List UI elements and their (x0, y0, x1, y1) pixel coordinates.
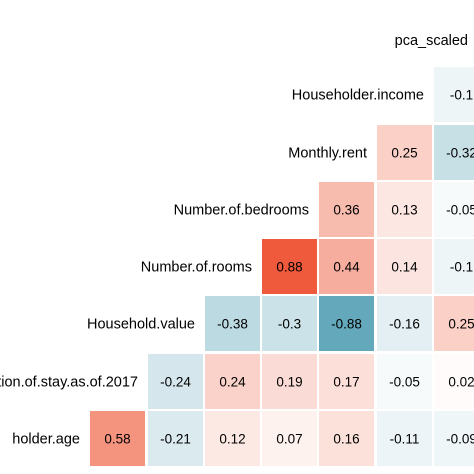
heatmap-cell (205, 354, 260, 409)
row-label: Monthly.rent (288, 146, 367, 162)
heatmap-cell (434, 67, 474, 122)
cell-value-label: -0.05 (389, 375, 420, 390)
heatmap-cell (319, 296, 374, 351)
row-label: Number.of.rooms (141, 260, 252, 276)
heatmap-cell (148, 354, 203, 409)
heatmap-cell (377, 296, 432, 351)
cell-value-label: -0.3 (278, 317, 301, 332)
cell-value-label: 0.58 (104, 432, 130, 447)
row-label: Household.value (87, 317, 195, 333)
heatmap-cell (377, 354, 432, 409)
heatmap-cell (262, 239, 317, 294)
heatmap-cells: -0.1 0.25 -0.32 0.36 0.13 -0.05 0.88 0.44 0.14 -0… (90, 67, 474, 466)
cell-value-label: -0.1 (450, 260, 473, 275)
heatmap-cell (434, 239, 474, 294)
heatmap-cell (434, 125, 474, 180)
heatmap-cell (262, 296, 317, 351)
heatmap-cell (148, 411, 203, 466)
cell-value-label: 0.13 (391, 203, 417, 218)
cell-value-label: -0.32 (446, 146, 474, 161)
heatmap-cell (377, 239, 432, 294)
cell-value-label: 0.88 (276, 260, 302, 275)
cell-value-label: 0.25 (448, 317, 474, 332)
heatmap-cell (319, 239, 374, 294)
heatmap-cell (377, 125, 432, 180)
cell-value-label: -0.21 (160, 432, 191, 447)
cell-value-label: 0.25 (391, 146, 417, 161)
cell-value-label: -0.1 (450, 88, 473, 103)
cell-value-label: 0.24 (219, 375, 246, 390)
cell-value-label: 0.16 (333, 432, 359, 447)
heatmap-cell (319, 182, 374, 237)
top-variable-label: pca_scaled (395, 33, 468, 49)
heatmap-cell (319, 411, 374, 466)
heatmap-cell (434, 182, 474, 237)
cell-value-label: 0.19 (276, 375, 302, 390)
heatmap-cell (262, 354, 317, 409)
heatmap-cell (205, 411, 260, 466)
heatmap-cell (434, 354, 474, 409)
cell-value-label: 0.07 (276, 432, 302, 447)
cell-value-label: -0.11 (390, 432, 420, 447)
cell-value-label: 0.17 (333, 375, 359, 390)
cell-value-label: 0.12 (219, 432, 245, 447)
cell-value-label: -0.16 (389, 317, 420, 332)
heatmap-cell (262, 411, 317, 466)
heatmap-cell (434, 296, 474, 351)
cell-value-label: 0.44 (333, 260, 360, 275)
row-label: Number.of.bedrooms (174, 203, 309, 219)
row-label: ation.of.stay.as.of.2017 (0, 375, 138, 391)
heatmap-cell (90, 411, 145, 466)
cell-value-label: -0.09 (446, 432, 474, 447)
cell-value-label: -0.05 (446, 203, 474, 218)
cell-value-label: 0.36 (333, 203, 359, 218)
heatmap-cell (377, 411, 432, 466)
cell-value-label: 0.02 (448, 375, 474, 390)
cell-value-label: -0.88 (331, 317, 362, 332)
heatmap-cell (205, 296, 260, 351)
cell-value-label: 0.14 (391, 260, 418, 275)
cell-value-label: -0.38 (217, 317, 248, 332)
cell-value-label: -0.24 (160, 375, 191, 390)
heatmap-cell (434, 411, 474, 466)
row-label: Householder.income (292, 88, 424, 104)
heatmap-cell (319, 354, 374, 409)
heatmap-cell (377, 182, 432, 237)
row-label: holder.age (12, 432, 80, 448)
row-labels: Householder.income Monthly.rent Number.of.… (0, 88, 424, 448)
